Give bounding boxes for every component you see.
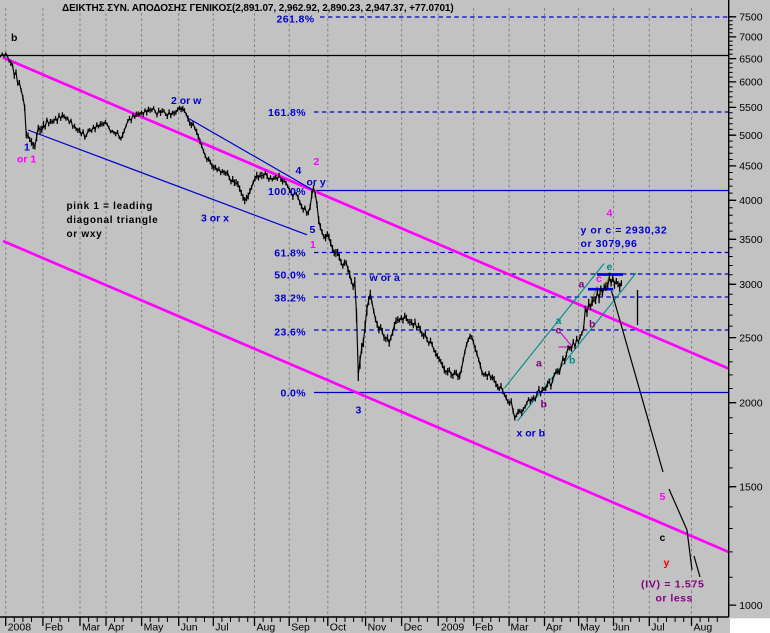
- svg-text:23.6%: 23.6%: [274, 327, 306, 339]
- svg-text:Mar: Mar: [511, 622, 530, 633]
- svg-text:or 1: or 1: [17, 154, 36, 166]
- svg-text:c: c: [596, 273, 602, 285]
- svg-text:2: 2: [314, 156, 320, 168]
- svg-text:pink 1 = leading: pink 1 = leading: [67, 201, 154, 212]
- svg-text:May: May: [144, 622, 165, 633]
- svg-text:2 or w: 2 or w: [171, 95, 202, 107]
- svg-text:1500: 1500: [739, 482, 763, 494]
- svg-text:b: b: [589, 319, 595, 331]
- svg-text:4500: 4500: [739, 161, 763, 173]
- svg-text:2000: 2000: [739, 398, 763, 410]
- svg-text:5000: 5000: [739, 130, 763, 142]
- svg-text:261.8%: 261.8%: [276, 14, 314, 26]
- svg-text:5: 5: [310, 224, 316, 236]
- svg-text:or 3079,96: or 3079,96: [581, 238, 638, 250]
- svg-text:Sep: Sep: [291, 622, 310, 633]
- svg-text:a: a: [556, 315, 562, 327]
- svg-text:2008: 2008: [8, 622, 32, 633]
- svg-text:ΔΕΙΚΤΗΣ ΣΥΝ. ΑΠΟΔΟΣΗΣ ΓΕΝΙΚΟΣ(: ΔΕΙΚΤΗΣ ΣΥΝ. ΑΠΟΔΟΣΗΣ ΓΕΝΙΚΟΣ(2,891.07, …: [62, 3, 454, 14]
- svg-text:Jul: Jul: [651, 622, 664, 633]
- svg-text:4000: 4000: [739, 195, 763, 207]
- svg-text:6500: 6500: [739, 53, 763, 65]
- svg-text:Jun: Jun: [181, 622, 198, 633]
- svg-text:1: 1: [310, 239, 316, 251]
- svg-text:a: a: [536, 358, 542, 370]
- svg-text:4: 4: [296, 165, 302, 177]
- svg-text:y: y: [664, 557, 670, 569]
- svg-text:Aug: Aug: [257, 622, 276, 633]
- svg-text:diagonal triangle: diagonal triangle: [67, 215, 159, 226]
- svg-text:c: c: [660, 532, 666, 544]
- svg-text:a: a: [579, 279, 585, 291]
- svg-text:or less: or less: [656, 593, 693, 605]
- svg-text:y or c = 2930,32: y or c = 2930,32: [581, 225, 668, 237]
- svg-text:5: 5: [660, 491, 666, 503]
- svg-text:Nov: Nov: [368, 622, 387, 633]
- svg-text:Feb: Feb: [45, 622, 63, 633]
- svg-text:7000: 7000: [739, 32, 763, 44]
- svg-text:3 or x: 3 or x: [201, 213, 229, 225]
- svg-text:Mar: Mar: [82, 622, 101, 633]
- svg-text:3000: 3000: [739, 279, 763, 291]
- svg-text:38.2%: 38.2%: [274, 293, 306, 305]
- svg-text:61.8%: 61.8%: [274, 248, 306, 260]
- svg-text:Jul: Jul: [215, 622, 228, 633]
- svg-text:or wxy: or wxy: [67, 229, 103, 240]
- svg-text:Jun: Jun: [613, 622, 630, 633]
- svg-text:Dec: Dec: [404, 622, 423, 633]
- svg-text:100.0%: 100.0%: [268, 186, 306, 198]
- svg-text:b: b: [11, 32, 17, 44]
- svg-text:b: b: [541, 399, 547, 411]
- svg-text:e: e: [607, 261, 613, 273]
- svg-text:3500: 3500: [739, 234, 763, 246]
- svg-text:50.0%: 50.0%: [274, 270, 306, 282]
- svg-text:2500: 2500: [739, 332, 763, 344]
- svg-text:3: 3: [356, 405, 362, 417]
- svg-text:0.0%: 0.0%: [280, 388, 306, 400]
- svg-text:b: b: [569, 355, 575, 367]
- svg-text:c: c: [556, 325, 562, 337]
- svg-text:4: 4: [607, 208, 613, 220]
- svg-text:Aug: Aug: [694, 622, 713, 633]
- svg-text:7500: 7500: [739, 12, 763, 24]
- svg-text:6000: 6000: [739, 77, 763, 89]
- svg-text:x or b: x or b: [517, 428, 546, 440]
- svg-text:(IV) = 1.575: (IV) = 1.575: [641, 579, 705, 591]
- svg-text:Oct: Oct: [330, 622, 346, 633]
- svg-text:w or a: w or a: [369, 272, 401, 284]
- svg-text:2009: 2009: [441, 622, 465, 633]
- svg-text:Apr: Apr: [108, 622, 125, 633]
- svg-text:May: May: [580, 622, 601, 633]
- svg-text:5500: 5500: [739, 102, 763, 114]
- svg-text:161.8%: 161.8%: [268, 107, 306, 119]
- svg-text:Feb: Feb: [475, 622, 493, 633]
- svg-text:1000: 1000: [739, 600, 763, 612]
- svg-text:or y: or y: [307, 177, 326, 189]
- svg-text:Apr: Apr: [546, 622, 563, 633]
- svg-text:1: 1: [24, 142, 30, 154]
